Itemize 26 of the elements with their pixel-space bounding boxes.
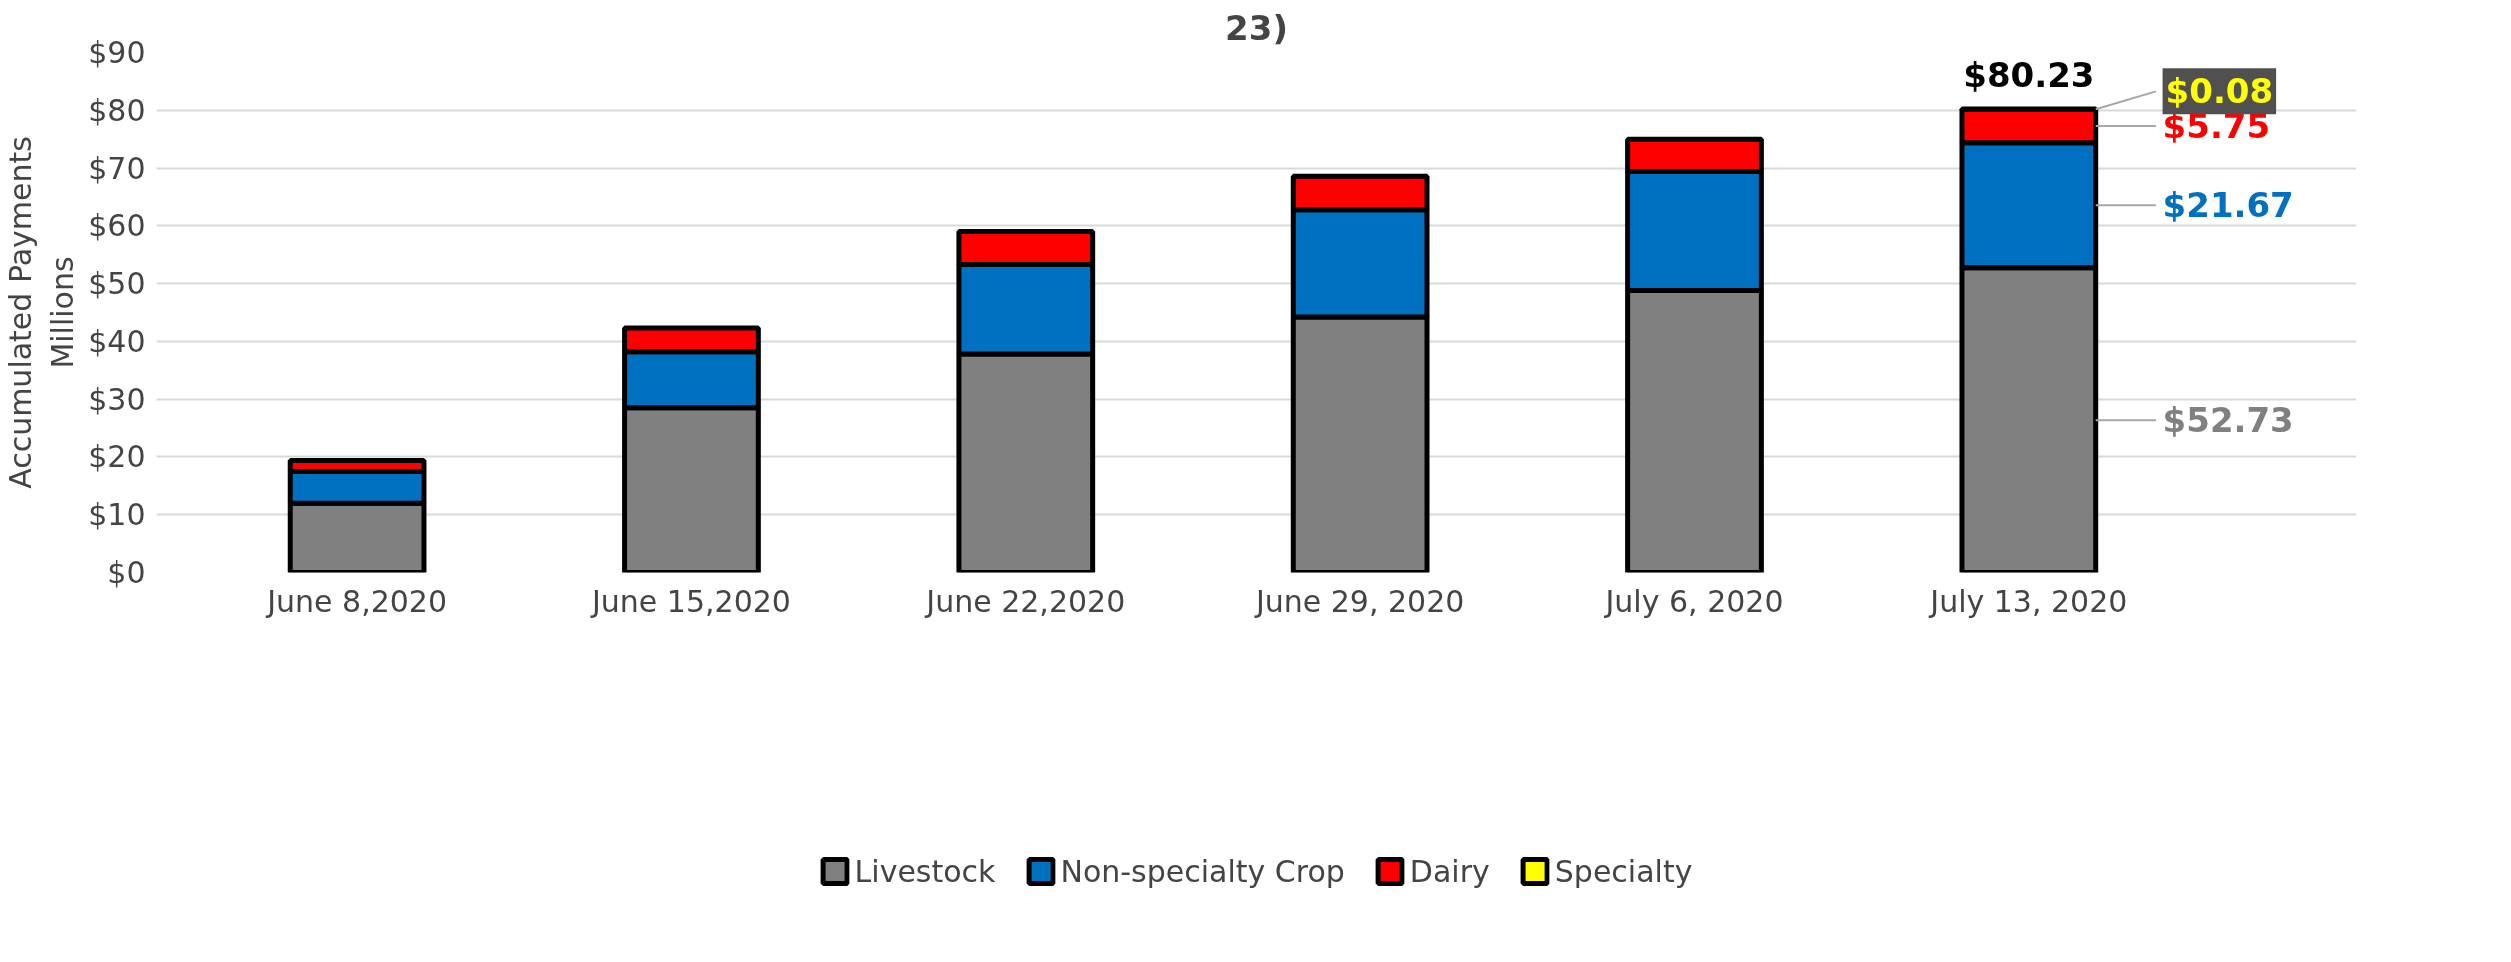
legend-label: Non-specialty Crop [1060, 853, 1345, 889]
y-tick-label: $20 [88, 439, 146, 475]
x-tick-label: July 13, 2020 [1928, 583, 2128, 619]
y-tick-label: $30 [88, 381, 146, 417]
y-tick-label: $70 [88, 150, 146, 186]
y-tick-label: $60 [88, 208, 146, 244]
x-tick-label: July 6, 2020 [1603, 583, 1784, 619]
x-tick-label: June 22,2020 [924, 583, 1126, 619]
x-tick-label: June 15,2020 [589, 583, 791, 619]
y-tick-label: $40 [88, 323, 146, 359]
y-tick-label: $50 [88, 266, 146, 302]
y-tick-label: $0 [107, 555, 146, 590]
data-label: $0.08 [2165, 71, 2274, 112]
data-label: $52.73 [2162, 400, 2294, 441]
x-tick-label: June 8,2020 [265, 583, 448, 619]
y-axis-title: Accumulated Payments Millions [3, 136, 81, 489]
data-label: $21.67 [2162, 185, 2294, 226]
x-tick-label: June 29, 2020 [1253, 583, 1465, 619]
y-tick-label: $80 [88, 92, 146, 128]
legend-label: Specialty [1554, 853, 1693, 889]
y-tick-label: $90 [88, 35, 146, 70]
y-tick-label: $10 [88, 497, 146, 533]
legend-label: Livestock [854, 853, 996, 889]
legend-label: Dairy [1409, 853, 1490, 889]
total-label: $80.23 [1963, 54, 2095, 95]
chart-title: 23) [1225, 7, 1288, 48]
